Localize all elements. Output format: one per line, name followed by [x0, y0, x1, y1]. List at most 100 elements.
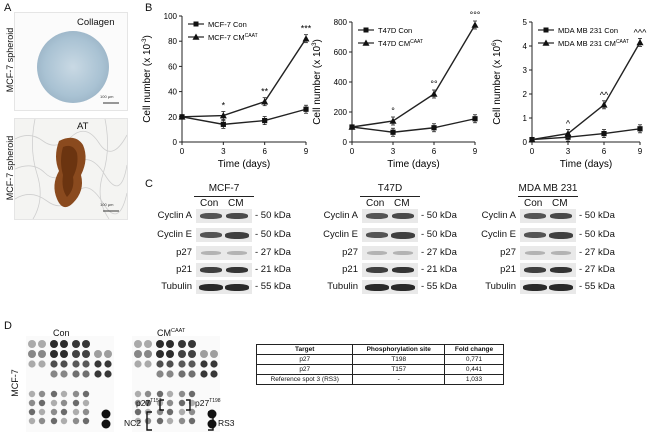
legend-marker: [193, 21, 199, 27]
kda-marker: - 50 kDa: [255, 210, 291, 221]
phospho-arrays: [26, 336, 220, 432]
array-spot: [82, 360, 90, 368]
x-axis-label: Time (days): [560, 159, 612, 170]
legend-label-sup: CAAT: [410, 39, 423, 45]
series-line: [351, 118, 476, 133]
table-cell: 0,441: [443, 364, 505, 375]
blot-band: [366, 232, 388, 238]
array-spot: [210, 350, 218, 358]
series-line: [531, 128, 641, 141]
lane-cm-label: CM: [394, 198, 410, 209]
data-point: [262, 117, 268, 124]
array-spot: [82, 408, 90, 416]
blot-strip: [362, 209, 418, 223]
array-spot: [134, 408, 142, 416]
label-p27-t198: p27T198: [195, 398, 221, 408]
bracket-t157: [159, 399, 164, 411]
array-spot: [104, 360, 112, 368]
blot-strip: [362, 246, 418, 260]
significance-label: ***: [301, 24, 312, 34]
x-tick-label: 3: [221, 147, 226, 156]
array-spot: [166, 370, 174, 378]
x-tick-label: 0: [180, 147, 185, 156]
blot-band: [226, 267, 248, 273]
kda-marker: - 27 kDa: [421, 247, 457, 258]
blot-band: [199, 283, 223, 291]
array-spot: [60, 370, 68, 378]
array-spot: [188, 340, 196, 348]
y-tick-label: 80: [168, 37, 177, 46]
data-point: [178, 113, 186, 120]
th-target: Target: [255, 344, 354, 355]
lane-cm-label: CM: [552, 198, 568, 209]
array-spot: [144, 399, 152, 407]
bracket-t198: [186, 399, 191, 411]
array-spot: [188, 390, 196, 398]
array-spot: [134, 390, 142, 398]
array-spot: [38, 350, 46, 358]
y-tick-label: 600: [334, 48, 348, 57]
legend-marker: [192, 33, 200, 40]
kda-marker: - 27 kDa: [255, 247, 291, 258]
lane-con-label: Con: [200, 198, 219, 209]
array-spot: [38, 417, 46, 425]
array-spot: [104, 370, 112, 378]
blot-strip: [196, 209, 252, 223]
array-spot: [166, 390, 174, 398]
blot-row-label: Tubulin: [485, 281, 516, 292]
legend-label: MDA MB 231 Con: [558, 26, 618, 35]
legend-marker: [362, 39, 370, 46]
table-cell: 1,033: [443, 374, 505, 385]
y-axis-label-close: ): [492, 39, 503, 42]
data-point: [220, 121, 226, 127]
blot-band: [549, 231, 573, 239]
array-spot: [178, 390, 186, 398]
data-point: [389, 117, 397, 124]
array-spot: [178, 417, 186, 425]
scale-bar-label-top: 100 µm: [100, 94, 114, 99]
blot-band: [393, 251, 413, 255]
array-cm-title-sup: CAAT: [171, 328, 186, 334]
y-tick-label: 0: [523, 138, 528, 147]
blot-band: [391, 231, 415, 239]
array-spot: [28, 350, 36, 358]
kda-marker: - 50 kDa: [421, 210, 457, 221]
significance-label: °°: [430, 79, 438, 89]
y-tick-label: 60: [168, 62, 177, 71]
significance-label: *: [222, 101, 226, 111]
x-tick-label: 9: [638, 147, 643, 156]
legend-label: T47D CMCAAT: [378, 39, 423, 48]
x-tick-label: 3: [566, 147, 571, 156]
array-spot: [200, 350, 208, 358]
scale-bar-label-bottom: 100 µm: [100, 202, 114, 207]
array-spot: [156, 390, 164, 398]
table-cell: 0,771: [443, 354, 505, 365]
legend-marker: [543, 27, 549, 33]
table-cell: -: [352, 374, 445, 385]
array-spot: [144, 417, 152, 425]
array-spot: [156, 370, 164, 378]
y-axis-label-exp: 3: [312, 42, 318, 46]
blot-strip: [196, 246, 252, 260]
array-spot: [178, 370, 186, 378]
collagen-spheroid-drawing: [37, 31, 119, 104]
array-spot: [72, 350, 80, 358]
blot-row-label: Tubulin: [327, 281, 358, 292]
y-tick-label: 3: [523, 66, 528, 75]
array-spot: [94, 370, 102, 378]
array-cm-title-text: CM: [157, 328, 171, 338]
array-spot: [50, 360, 58, 368]
significance-label: ^: [566, 119, 571, 129]
blot-band: [365, 283, 389, 291]
array-membrane: [132, 336, 220, 432]
array-spot: [28, 340, 36, 348]
array-spot: [144, 390, 152, 398]
array-spot: [50, 340, 58, 348]
x-tick-label: 0: [530, 147, 535, 156]
array-spot: [134, 417, 142, 425]
blot-title: MCF-7: [208, 183, 240, 194]
legend-label: MCF-7 Con: [208, 20, 247, 29]
array-spot: [101, 419, 111, 429]
kda-marker: - 27 kDa: [579, 247, 615, 258]
